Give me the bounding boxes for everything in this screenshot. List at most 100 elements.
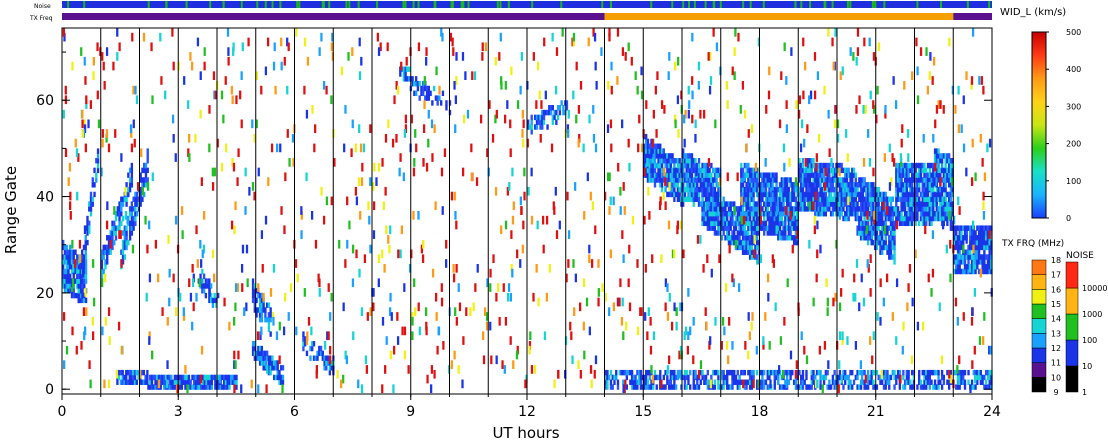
scatter-cell [708,196,711,202]
scatter-cell [189,379,192,385]
scatter-point [97,119,101,129]
scatter-cell [328,369,332,376]
scatter-cell [436,100,439,106]
noise-strip-mark [940,1,943,8]
scatter-cell [895,374,898,381]
scatter-cell [720,220,724,227]
scatter-point [265,384,268,394]
scatter-cell [736,211,739,217]
scatter-point [725,80,728,90]
scatter-cell [870,186,873,193]
scatter-point [572,32,576,42]
scatter-cell [747,244,750,251]
scatter-point [594,225,597,235]
scatter-cell [870,369,873,376]
scatter-cell [782,186,785,193]
scatter-point [237,148,240,158]
scatter-cell [159,379,162,385]
scatter-cell [404,71,407,77]
scatter-cell [842,374,845,381]
scatter-point [831,167,835,177]
scatter-cell [791,191,794,198]
scatter-cell [660,177,664,183]
scatter-point [208,143,211,153]
scatter-cell [785,215,789,222]
scatter-point [445,239,448,249]
scatter-point [281,384,284,394]
scatter-point [578,302,582,312]
scatter-cell [754,186,757,193]
scatter-cell [757,186,761,193]
scatter-point [619,206,622,215]
scatter-cell [178,384,182,390]
scatter-cell [671,158,674,164]
scatter-cell [889,220,893,227]
scatter-cell [715,196,718,202]
scatter-cell [916,215,919,222]
scatter-cell [690,186,694,193]
scatter-cell [755,379,759,385]
scatter-cell [606,374,609,381]
scatter-cell [763,215,766,222]
scatter-cell [402,71,406,77]
scatter-point [815,153,818,162]
scatter-cell [842,186,845,193]
scatter-cell [789,196,792,202]
scatter-point [64,85,67,95]
scatter-cell [660,167,664,174]
scatter-point [825,278,828,288]
scatter-point [174,153,177,162]
scatter-cell [801,158,805,164]
scatter-cell [655,177,658,183]
scatter-cell [96,167,100,174]
scatter-cell [958,230,961,236]
scatter-cell [752,215,755,222]
scatter-cell [697,201,701,207]
scatter-cell [969,244,972,251]
scatter-cell [946,201,949,207]
scatter-cell [748,201,752,207]
scatter-cell [898,384,902,390]
scatter-point [666,283,669,292]
scatter-point [325,196,329,206]
scatter-cell [763,182,766,188]
scatter-cell [184,379,187,385]
scatter-point [574,273,577,283]
scatter-cell [690,182,694,188]
scatter-point [483,307,487,316]
scatter-point [916,66,919,76]
scatter-cell [722,211,725,217]
scatter-point [270,143,274,153]
scatter-cell [801,191,805,198]
scatter-point [119,230,122,239]
scatter-cell [870,182,873,188]
scatter-cell [759,182,762,188]
noise-strip-mark [67,1,70,8]
scatter-point [63,360,66,369]
scatter-cell [203,379,206,385]
scatter-point [679,345,683,355]
scatter-point [486,148,489,158]
scatter-cell [711,384,715,390]
scatter-point [482,355,486,365]
scatter-point [232,47,235,56]
scatter-cell [180,374,184,381]
scatter-cell [662,153,665,159]
scatter-cell [634,374,637,381]
scatter-point [982,211,986,220]
scatter-point [187,148,190,158]
scatter-point [260,326,263,336]
scatter-cell [909,215,912,222]
scatter-cell [777,201,780,207]
scatter-cell [940,162,944,169]
scatter-cell [807,191,810,198]
scatter-cell [251,278,255,284]
scatter-point [579,369,582,379]
scatter-cell [845,215,849,222]
scatter-point [418,326,421,336]
scatter-point [372,201,376,211]
scatter-cell [86,239,89,246]
scatter-cell [822,162,826,169]
scatter-point [314,124,317,133]
scatter-cell [708,172,711,178]
